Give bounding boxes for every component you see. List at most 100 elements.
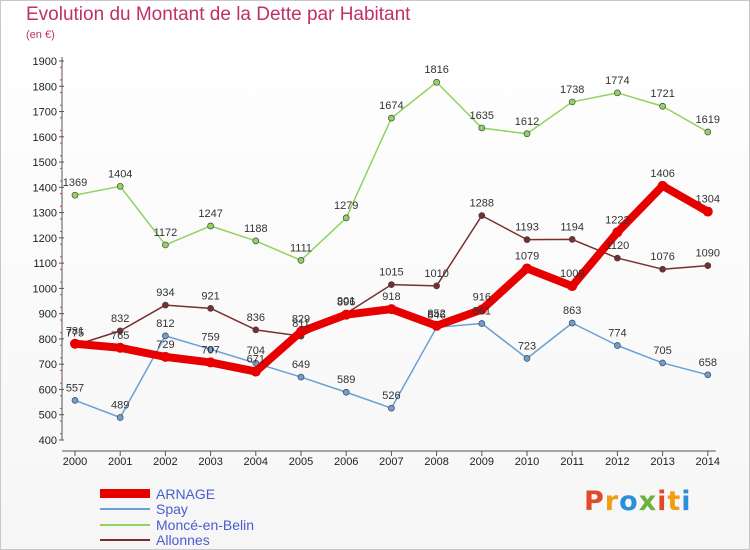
data-point	[162, 332, 169, 340]
data-label: 1612	[515, 116, 539, 128]
proxiti-logo: Proxiti	[584, 486, 692, 517]
data-label: 1120	[606, 240, 630, 252]
x-tick-label: 2002	[153, 456, 177, 468]
data-label: 1404	[108, 168, 132, 180]
data-point	[568, 236, 576, 243]
data-label: 1079	[515, 250, 539, 262]
data-label: 901	[337, 295, 355, 307]
data-point	[160, 351, 171, 362]
data-label: 1304	[696, 194, 720, 206]
x-tick-label: 2013	[650, 456, 674, 468]
data-label: 1721	[650, 88, 674, 100]
data-point	[659, 359, 666, 367]
data-label: 729	[156, 339, 174, 351]
data-label: 649	[292, 359, 310, 371]
y-tick-label: 1400	[33, 182, 57, 194]
data-label: 896	[337, 297, 355, 309]
data-label: 1194	[560, 221, 584, 233]
y-tick-label: 1500	[33, 157, 57, 169]
legend-item: Moncé-en-Belin	[100, 517, 254, 533]
data-point	[522, 263, 532, 274]
data-point	[704, 262, 712, 270]
data-point	[478, 212, 486, 219]
data-point	[207, 222, 214, 230]
data-label: 861	[473, 306, 491, 318]
data-label: 1816	[424, 64, 448, 76]
x-tick-label: 2011	[560, 456, 584, 468]
data-label: 765	[111, 330, 129, 342]
legend-swatch	[100, 523, 150, 526]
data-label: 1288	[470, 198, 494, 210]
legend-item: ARNAGE	[100, 486, 254, 502]
y-tick-label: 1100	[33, 258, 57, 270]
legend-label: Moncé-en-Belin	[156, 516, 255, 533]
data-point	[162, 301, 169, 309]
data-label: 829	[292, 314, 310, 326]
data-point	[704, 371, 712, 379]
data-label: 704	[247, 345, 265, 357]
data-point	[568, 98, 576, 106]
data-label: 811	[292, 318, 310, 330]
data-point	[116, 414, 124, 421]
data-label: 1076	[650, 251, 674, 263]
y-tick-label: 600	[39, 384, 57, 396]
y-tick-label: 900	[39, 309, 57, 321]
data-label: 589	[337, 374, 355, 386]
data-label: 774	[608, 328, 626, 340]
data-label: 707	[201, 344, 219, 356]
x-tick-label: 2000	[63, 456, 87, 468]
data-label: 759	[201, 331, 219, 343]
data-point	[342, 214, 350, 222]
legend-label: Spay	[156, 501, 188, 518]
data-point	[252, 326, 260, 334]
data-point	[523, 130, 531, 138]
data-point	[478, 320, 486, 327]
data-label: 1222	[605, 214, 629, 226]
y-tick-label: 1200	[33, 233, 57, 245]
x-tick-label: 2004	[244, 456, 268, 468]
legend: ARNAGE Spay Moncé-en-Belin Allonnes	[100, 486, 254, 548]
data-label: 1619	[696, 114, 720, 126]
legend-item: Allonnes	[100, 532, 254, 549]
y-tick-label: 1300	[33, 208, 57, 220]
x-tick-label: 2009	[470, 456, 494, 468]
x-tick-label: 2014	[696, 456, 720, 468]
data-point	[341, 309, 352, 320]
x-tick-label: 2007	[379, 456, 403, 468]
data-label: 1406	[650, 168, 674, 180]
y-tick-label: 1800	[33, 81, 57, 93]
data-label: 812	[156, 318, 174, 330]
data-point	[207, 345, 214, 353]
y-tick-label: 800	[39, 334, 57, 346]
y-tick-label: 1600	[33, 132, 57, 144]
data-point	[297, 373, 305, 381]
data-point	[115, 342, 126, 353]
data-point	[162, 241, 169, 249]
data-label: 1674	[379, 100, 403, 112]
data-point	[659, 265, 666, 273]
y-tick-label: 1000	[33, 283, 57, 295]
data-point	[70, 338, 80, 349]
chart-subtitle: (en €)	[26, 29, 55, 41]
data-point	[612, 227, 623, 238]
data-label: 1247	[198, 208, 222, 220]
data-point	[388, 281, 395, 288]
data-point	[250, 366, 261, 377]
data-point	[614, 254, 621, 262]
data-label: 921	[201, 290, 219, 302]
data-point	[388, 114, 395, 122]
y-tick-label: 1900	[33, 56, 57, 68]
data-label: 1090	[696, 248, 720, 260]
data-label: 1279	[334, 200, 358, 212]
chart-title: Evolution du Montant de la Dette par Hab…	[26, 4, 411, 25]
data-point	[116, 327, 124, 335]
data-label: 781	[66, 326, 84, 338]
data-point	[252, 237, 260, 245]
legend-label: Allonnes	[156, 532, 210, 549]
data-point	[659, 102, 666, 110]
data-label: 1774	[605, 75, 629, 87]
data-point	[614, 89, 621, 97]
data-label: 705	[653, 345, 671, 357]
data-point	[523, 355, 531, 362]
data-label: 723	[518, 340, 536, 352]
